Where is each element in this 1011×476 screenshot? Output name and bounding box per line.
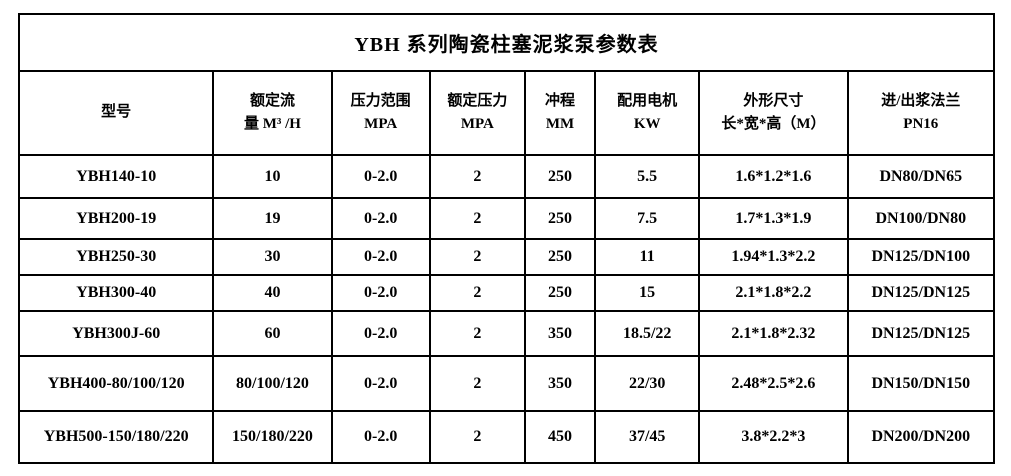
cell-model: YBH200-19 — [17, 197, 215, 240]
cell-stroke: 450 — [523, 410, 597, 464]
cell-pressure-range: 0-2.0 — [330, 197, 431, 240]
cell-stroke: 350 — [523, 355, 597, 412]
cell-pressure-range: 0-2.0 — [330, 410, 431, 464]
cell-model: YBH300J-60 — [17, 310, 215, 357]
cell-dimensions: 3.8*2.2*3 — [698, 410, 849, 464]
cell-flange: DN80/DN65 — [846, 154, 996, 199]
cell-rated-flow: 150/180/220 — [212, 410, 333, 464]
column-header-stroke: 冲程 MM — [523, 70, 597, 156]
cell-model: YBH250-30 — [17, 238, 215, 276]
cell-motor: 7.5 — [594, 197, 701, 240]
header-label: 额定压力 — [447, 92, 508, 109]
header-unit: KW — [633, 116, 661, 132]
cell-motor: 18.5/22 — [594, 310, 701, 357]
header-label: 压力范围 — [350, 92, 411, 109]
cell-dimensions: 2.1*1.8*2.2 — [698, 274, 849, 312]
header-unit: MPA — [460, 116, 494, 132]
cell-pressure-range: 0-2.0 — [330, 154, 431, 199]
cell-stroke: 250 — [523, 197, 597, 240]
header-unit: MPA — [364, 116, 398, 132]
cell-model: YBH400-80/100/120 — [17, 355, 215, 412]
cell-rated-pressure: 2 — [428, 410, 526, 464]
cell-rated-flow: 19 — [212, 197, 333, 240]
cell-motor: 11 — [594, 238, 701, 276]
cell-motor: 5.5 — [594, 154, 701, 199]
column-header-model: 型号 — [17, 70, 215, 156]
cell-rated-pressure: 2 — [428, 154, 526, 199]
table-row: YBH300-40 40 0-2.0 2 250 15 2.1*1.8*2.2 … — [17, 274, 996, 312]
column-header-rated-flow: 额定流 量 M³ /H — [212, 70, 333, 156]
header-unit: 量 M³ /H — [243, 116, 301, 132]
cell-flange: DN200/DN200 — [846, 410, 996, 464]
table-row: YBH300J-60 60 0-2.0 2 350 18.5/22 2.1*1.… — [17, 310, 996, 357]
cell-dimensions: 2.48*2.5*2.6 — [698, 355, 849, 412]
cell-motor: 22/30 — [594, 355, 701, 412]
cell-rated-pressure: 2 — [428, 274, 526, 312]
cell-stroke: 250 — [523, 274, 597, 312]
table-title: YBH 系列陶瓷柱塞泥浆泵参数表 — [18, 13, 995, 72]
header-label: 额定流 — [249, 92, 295, 109]
table-row: YBH400-80/100/120 80/100/120 0-2.0 2 350… — [17, 355, 996, 412]
cell-pressure-range: 0-2.0 — [330, 310, 431, 357]
column-header-pressure-range: 压力范围 MPA — [330, 70, 431, 156]
table-row: YBH140-10 10 0-2.0 2 250 5.5 1.6*1.2*1.6… — [17, 154, 996, 199]
cell-dimensions: 1.94*1.3*2.2 — [698, 238, 849, 276]
header-label: 型号 — [101, 104, 132, 121]
cell-flange: DN100/DN80 — [846, 197, 996, 240]
cell-model: YBH500-150/180/220 — [17, 410, 215, 464]
header-unit: PN16 — [903, 116, 939, 132]
cell-rated-pressure: 2 — [428, 355, 526, 412]
table-row: YBH200-19 19 0-2.0 2 250 7.5 1.7*1.3*1.9… — [17, 197, 996, 240]
cell-flange: DN125/DN125 — [846, 310, 996, 357]
cell-motor: 15 — [594, 274, 701, 312]
cell-dimensions: 1.7*1.3*1.9 — [698, 197, 849, 240]
column-header-flange: 进/出浆法兰 PN16 — [846, 70, 996, 156]
cell-rated-flow: 40 — [212, 274, 333, 312]
header-unit: 长*宽*高（M） — [721, 116, 826, 132]
cell-rated-flow: 30 — [212, 238, 333, 276]
cell-flange: DN125/DN125 — [846, 274, 996, 312]
cell-pressure-range: 0-2.0 — [330, 274, 431, 312]
cell-rated-pressure: 2 — [428, 197, 526, 240]
table-header-row: 型号 额定流 量 M³ /H 压力范围 MPA 额定压力 MPA 冲程 MM — [17, 70, 996, 156]
cell-stroke: 250 — [523, 154, 597, 199]
cell-pressure-range: 0-2.0 — [330, 355, 431, 412]
cell-stroke: 350 — [523, 310, 597, 357]
cell-rated-pressure: 2 — [428, 310, 526, 357]
cell-model: YBH300-40 — [17, 274, 215, 312]
cell-dimensions: 2.1*1.8*2.32 — [698, 310, 849, 357]
cell-motor: 37/45 — [594, 410, 701, 464]
cell-rated-flow: 80/100/120 — [212, 355, 333, 412]
cell-stroke: 250 — [523, 238, 597, 276]
table-row: YBH250-30 30 0-2.0 2 250 11 1.94*1.3*2.2… — [17, 238, 996, 276]
column-header-dimensions: 外形尺寸 长*宽*高（M） — [698, 70, 849, 156]
column-header-rated-pressure: 额定压力 MPA — [428, 70, 526, 156]
table-title-row: YBH 系列陶瓷柱塞泥浆泵参数表 — [18, 13, 995, 72]
cell-rated-flow: 60 — [212, 310, 333, 357]
header-label: 进/出浆法兰 — [881, 92, 961, 109]
cell-model: YBH140-10 — [17, 154, 215, 199]
header-label: 配用电机 — [617, 92, 678, 109]
cell-flange: DN150/DN150 — [846, 355, 996, 412]
column-header-motor: 配用电机 KW — [594, 70, 701, 156]
cell-rated-pressure: 2 — [428, 238, 526, 276]
cell-pressure-range: 0-2.0 — [330, 238, 431, 276]
header-unit: MM — [545, 116, 575, 132]
table-row: YBH500-150/180/220 150/180/220 0-2.0 2 4… — [17, 410, 996, 464]
cell-flange: DN125/DN100 — [846, 238, 996, 276]
header-label: 冲程 — [545, 92, 576, 109]
cell-dimensions: 1.6*1.2*1.6 — [698, 154, 849, 199]
pump-parameter-table: YBH 系列陶瓷柱塞泥浆泵参数表 型号 额定流 量 M³ /H 压力范围 MPA… — [17, 13, 996, 464]
header-label: 外形尺寸 — [743, 92, 804, 109]
cell-rated-flow: 10 — [212, 154, 333, 199]
